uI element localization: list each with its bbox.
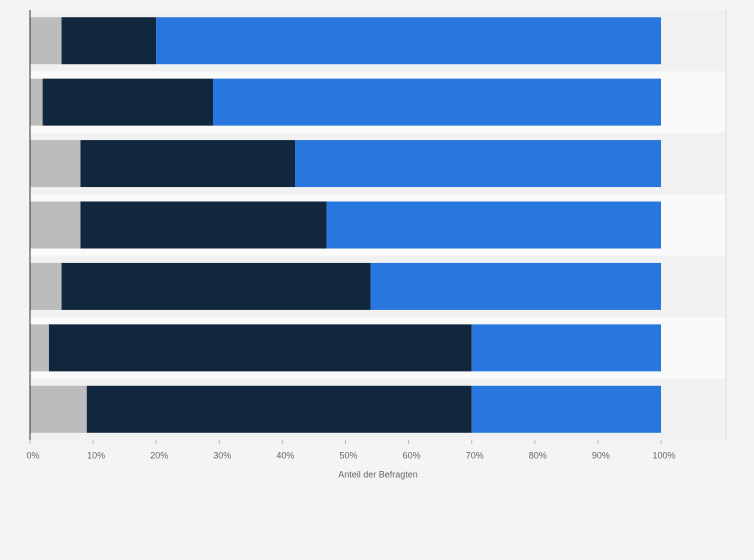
bar-segment (326, 201, 661, 249)
bar-segment (61, 17, 157, 65)
bar-segment (48, 324, 472, 372)
x-tick-label: 20% (150, 450, 168, 460)
x-tick-label: 10% (87, 450, 105, 460)
bar-segment (30, 140, 81, 188)
bar-segment (86, 385, 472, 433)
x-tick-label: 70% (466, 450, 484, 460)
x-tick-label: 100% (652, 450, 675, 460)
bar-segment (42, 78, 213, 126)
bar-segment (30, 78, 43, 126)
x-tick-label: 60% (403, 450, 421, 460)
x-tick-label: 0% (26, 450, 39, 460)
x-tick-label: 50% (339, 450, 357, 460)
bar-segment (30, 385, 87, 433)
bar-segment (471, 385, 661, 433)
bar-segment (156, 17, 661, 65)
bar-segment (80, 201, 327, 249)
bar-segment (370, 262, 661, 310)
bar-segment (212, 78, 662, 126)
bar-segment (61, 262, 371, 310)
bar-segment (80, 140, 296, 188)
x-tick-label: 80% (529, 450, 547, 460)
x-tick-label: 30% (213, 450, 231, 460)
bar-segment (30, 17, 62, 65)
bar-segment (295, 140, 661, 188)
bar-segment (30, 262, 62, 310)
bar-segment (30, 324, 49, 372)
x-tick-label: 40% (276, 450, 294, 460)
x-axis-label: Anteil der Befragten (338, 469, 418, 479)
x-tick-label: 90% (592, 450, 610, 460)
bar-segment (471, 324, 661, 372)
bar-segment (30, 201, 81, 249)
